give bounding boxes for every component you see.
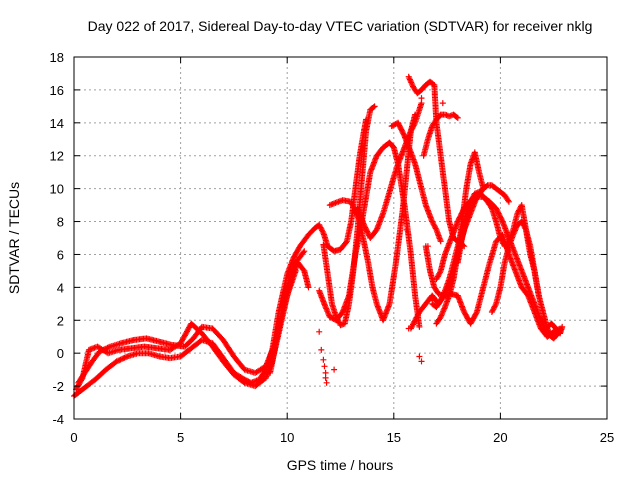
data-point [520, 222, 527, 229]
data-point [418, 358, 425, 365]
data-point [411, 121, 418, 128]
data-point [322, 374, 329, 381]
y-tick-label: 16 [50, 83, 64, 98]
y-tick-label: -4 [52, 412, 64, 427]
axis-ticks [73, 56, 608, 420]
data-point [300, 249, 307, 256]
data-point [403, 226, 410, 233]
data-point [559, 323, 566, 330]
data-point [305, 284, 312, 291]
y-tick-label: 14 [50, 116, 64, 131]
data-point [320, 356, 327, 363]
data-point [416, 353, 423, 360]
data-point [512, 251, 519, 258]
y-tick-label: 12 [50, 149, 64, 164]
data-point [418, 95, 425, 102]
data-point [78, 376, 85, 383]
x-tick-label: 5 [177, 430, 184, 445]
data-point [437, 238, 444, 245]
data-point [396, 122, 403, 129]
data-point [316, 328, 323, 335]
y-tick-label: 10 [50, 182, 64, 197]
y-tick-label: 0 [57, 346, 64, 361]
x-tick-label: 25 [600, 430, 614, 445]
data-point [429, 297, 436, 304]
data-point [343, 239, 349, 246]
data-point [439, 100, 446, 107]
data-point [364, 228, 371, 235]
data-point [517, 280, 524, 287]
data-point [371, 103, 378, 110]
chart-title: Day 022 of 2017, Sidereal Day-to-day VTE… [88, 18, 593, 34]
data-point [400, 131, 407, 138]
x-axis-label: GPS time / hours [287, 457, 394, 473]
data-point [321, 363, 328, 370]
y-tick-label: 2 [57, 313, 64, 328]
data-point [505, 198, 512, 205]
data-point [331, 366, 338, 373]
x-tick-label: 15 [387, 430, 401, 445]
data-point [453, 114, 460, 121]
data-point [424, 243, 431, 250]
data-points [71, 73, 566, 399]
y-tick-label: 6 [57, 247, 64, 262]
data-point [454, 114, 461, 121]
data-point [323, 379, 330, 386]
x-tick-label: 10 [280, 430, 294, 445]
x-tick-label: 0 [70, 430, 77, 445]
data-point [399, 129, 406, 135]
data-point [300, 266, 307, 273]
data-point [318, 346, 325, 353]
data-point [405, 325, 412, 332]
tick-labels: 0 5 10 15 20 25 -4 -2 0 2 4 6 8 10 12 14 16 18 [50, 50, 615, 445]
plot-frame [73, 56, 608, 420]
data-point [416, 323, 423, 330]
y-tick-label: 18 [50, 50, 64, 65]
y-tick-label: -2 [52, 379, 64, 394]
data-point [370, 104, 377, 111]
data-point [473, 310, 480, 317]
data-point [505, 197, 512, 204]
x-tick-label: 20 [493, 430, 507, 445]
data-point [528, 294, 535, 300]
y-tick-label: 4 [57, 280, 64, 295]
data-point [301, 248, 308, 255]
y-tick-label: 8 [57, 215, 64, 230]
y-axis-label: SDTVAR / TECUs [6, 182, 22, 294]
